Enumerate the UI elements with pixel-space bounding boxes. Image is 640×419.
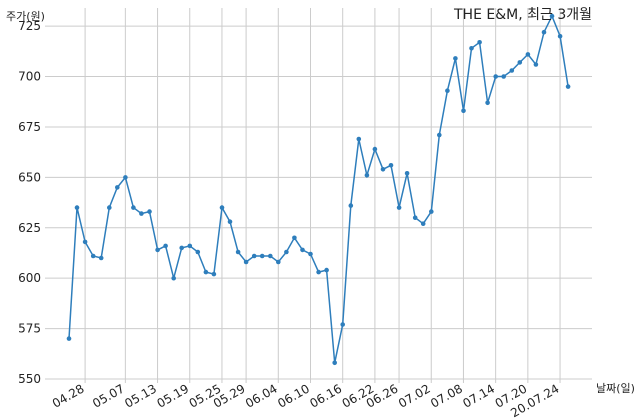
data-point	[316, 269, 321, 275]
data-point	[509, 68, 515, 73]
data-point	[445, 88, 450, 93]
data-point	[219, 205, 225, 210]
y-axis-ticks: 550 575 600 625 650 675 700 725	[18, 19, 41, 386]
data-point	[501, 74, 507, 79]
data-point	[227, 219, 233, 224]
y-tick-label: 675	[18, 120, 41, 134]
y-tick-label: 600	[18, 271, 41, 285]
data-point	[284, 249, 289, 255]
data-point	[372, 146, 378, 152]
data-point	[131, 205, 136, 210]
data-point	[404, 171, 410, 176]
data-point	[203, 269, 209, 275]
data-point	[565, 84, 571, 89]
data-point	[557, 33, 563, 39]
data-point	[90, 253, 96, 259]
data-point	[211, 271, 217, 277]
data-point	[147, 209, 152, 214]
data-point	[517, 60, 523, 65]
data-point	[98, 255, 104, 261]
data-point	[541, 29, 547, 35]
x-axis-title: 날짜(일)	[596, 381, 635, 395]
data-point	[82, 239, 88, 245]
y-tick-label: 550	[18, 372, 41, 386]
data-point	[235, 249, 241, 255]
data-point	[324, 267, 329, 273]
data-point	[163, 243, 168, 249]
y-tick-label: 575	[18, 322, 41, 336]
y-tick-label: 625	[18, 221, 41, 235]
data-point	[107, 205, 112, 210]
data-point	[139, 211, 144, 216]
y-axis-title: 주가(원)	[6, 10, 45, 23]
data-point	[461, 108, 466, 114]
data-point	[420, 221, 426, 226]
data-point	[493, 74, 499, 79]
chart-title: THE E&M, 최근 3개월	[453, 7, 592, 23]
data-point	[412, 215, 418, 220]
data-point	[429, 209, 434, 214]
data-point	[348, 203, 354, 208]
data-point	[179, 245, 184, 251]
data-point	[276, 259, 281, 265]
data-point	[388, 163, 394, 168]
data-point	[66, 336, 72, 341]
price-series-points	[66, 13, 571, 366]
data-point	[332, 360, 338, 366]
data-point	[123, 175, 128, 180]
data-point	[300, 247, 305, 253]
y-tick-label: 700	[18, 70, 41, 84]
data-point	[533, 62, 539, 67]
data-point	[195, 249, 201, 255]
data-point	[187, 243, 193, 249]
data-point	[437, 132, 442, 138]
data-point	[308, 251, 313, 257]
y-tick-label: 725	[18, 19, 41, 33]
grid-lines	[45, 8, 592, 383]
data-point	[268, 253, 273, 259]
data-point	[364, 173, 370, 178]
data-point	[453, 56, 458, 61]
data-point	[485, 100, 490, 106]
data-point	[171, 275, 176, 281]
data-point	[115, 185, 120, 190]
data-point	[356, 136, 362, 142]
data-point	[155, 247, 160, 253]
data-point	[259, 253, 265, 259]
y-tick-label: 650	[18, 170, 41, 184]
data-point	[251, 253, 257, 259]
data-point	[292, 235, 297, 241]
data-point	[549, 13, 555, 19]
data-point	[243, 259, 249, 265]
data-point	[477, 40, 482, 45]
data-point	[396, 205, 402, 210]
data-point	[74, 205, 80, 210]
data-point	[340, 322, 346, 327]
data-point	[380, 167, 386, 172]
data-point	[469, 46, 474, 51]
data-point	[525, 52, 531, 57]
